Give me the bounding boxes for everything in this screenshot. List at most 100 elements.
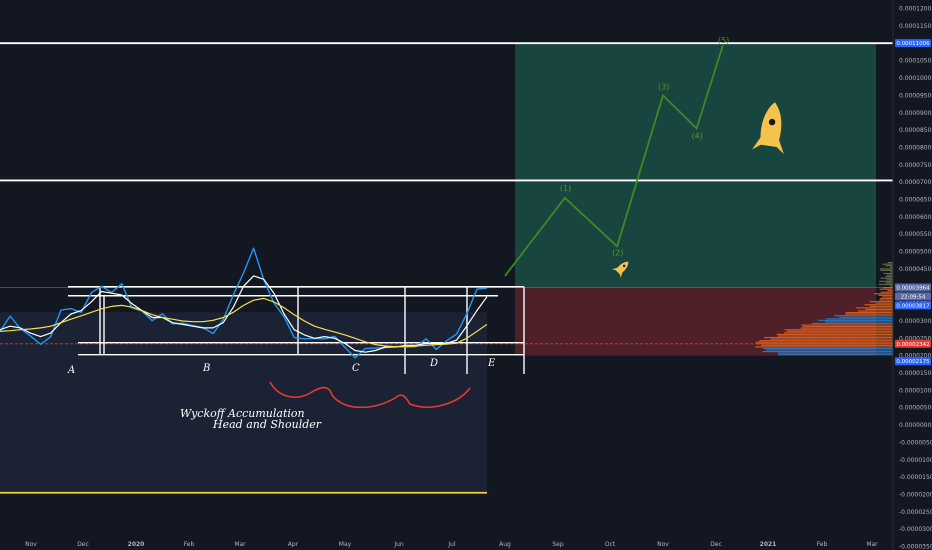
price-tick-label: 0.00008000 xyxy=(899,144,932,151)
phase-label-a: A xyxy=(67,365,75,376)
price-tick-label: 0.00004500 xyxy=(899,266,932,273)
time-tick-label: Sep xyxy=(552,541,564,548)
wave-label-4: (4) xyxy=(692,131,703,140)
profile-bar xyxy=(801,328,893,329)
profile-bar xyxy=(856,307,893,308)
profile-bar xyxy=(787,331,893,332)
profile-bar xyxy=(766,349,893,350)
profile-bar xyxy=(818,320,893,321)
price-tick-label: 0.00006000 xyxy=(899,214,932,221)
profile-bar xyxy=(785,329,893,330)
wave-label-1: (1) xyxy=(560,184,571,193)
profile-bar xyxy=(886,282,893,283)
annotation-head-and-shoulder: Head and Shoulder xyxy=(212,418,322,431)
price-tick-label: 0.00009500 xyxy=(899,92,932,99)
profile-bar xyxy=(777,334,893,335)
profile-bar xyxy=(885,265,893,266)
profile-bar xyxy=(759,340,893,341)
profile-bar xyxy=(887,279,893,280)
phase-label-e: E xyxy=(487,358,496,369)
profile-bar xyxy=(874,293,893,294)
profile-bar xyxy=(778,353,893,354)
profile-bar xyxy=(846,312,893,313)
profile-bar xyxy=(870,306,893,307)
profile-bar xyxy=(882,264,893,265)
price-tag-label-2: 22:09:54 xyxy=(901,294,926,300)
price-tick-label: 0.00009000 xyxy=(899,110,932,117)
price-tick-label: -0.00003000 xyxy=(899,526,932,533)
phase-label-d: D xyxy=(429,358,438,369)
price-tick-label: 0.00005500 xyxy=(899,231,932,238)
profile-bar xyxy=(825,321,893,322)
price-tick-label: 0.00010500 xyxy=(899,58,932,65)
price-tick-label: -0.00003500 xyxy=(899,544,932,550)
price-tag-label-0: 0.00011006 xyxy=(896,41,930,47)
price-tick-label: 0.00012000 xyxy=(899,6,932,13)
time-tick-label: Jul xyxy=(447,541,456,548)
profile-bar xyxy=(801,324,893,325)
profile-bar xyxy=(858,310,893,311)
profile-bar xyxy=(763,351,893,352)
time-tick-label: Oct xyxy=(605,541,616,548)
profile-bar xyxy=(881,278,893,279)
profile-bar xyxy=(778,335,893,336)
price-tick-label: 0.00001000 xyxy=(899,387,932,394)
profile-bar xyxy=(834,315,893,316)
profile-bar xyxy=(880,298,893,299)
price-tick-label: 0.00000000 xyxy=(899,422,932,429)
price-tick-label: -0.00000500 xyxy=(899,439,932,446)
profile-bar xyxy=(870,301,893,302)
profile-bar xyxy=(879,281,893,282)
profile-bar xyxy=(881,292,893,293)
price-tick-label: 0.00007000 xyxy=(899,179,932,186)
phase-label-b: B xyxy=(202,363,210,374)
time-tick-label: Aug xyxy=(499,541,511,548)
profile-bar xyxy=(886,276,893,277)
profile-bar xyxy=(845,314,893,315)
profile-bar xyxy=(763,348,893,349)
profile-bar xyxy=(756,343,893,344)
target-zone xyxy=(515,43,876,287)
profile-bar xyxy=(756,342,893,343)
price-tick-label: 0.00008500 xyxy=(899,127,932,134)
profile-bar xyxy=(812,323,893,324)
profile-bar xyxy=(888,262,893,263)
price-tag-label-3: 0.00003817 xyxy=(896,303,930,309)
profile-bar xyxy=(876,303,893,304)
profile-bar xyxy=(883,273,893,274)
profile-bar xyxy=(784,332,893,333)
profile-bar xyxy=(755,346,893,347)
profile-bar xyxy=(883,287,893,288)
profile-bar xyxy=(864,304,893,305)
profile-bar xyxy=(887,290,893,291)
price-tag-label-5: 0.00002175 xyxy=(896,359,930,365)
price-tick-label: -0.00002500 xyxy=(899,509,932,516)
price-tick-label: -0.00001000 xyxy=(899,457,932,464)
time-tick-label: Feb xyxy=(817,541,828,548)
price-tick-label: 0.00006500 xyxy=(899,197,932,204)
price-tick-label: -0.00002000 xyxy=(899,491,932,498)
time-tick-label: Mar xyxy=(866,541,878,548)
profile-bar xyxy=(826,318,893,319)
profile-bar xyxy=(880,289,893,290)
time-tick-label: Jun xyxy=(393,541,404,548)
time-tick-label: Nov xyxy=(657,541,669,548)
price-tick-label: 0.00011500 xyxy=(899,23,932,30)
price-tick-label: -0.00001500 xyxy=(899,474,932,481)
profile-bar xyxy=(882,296,893,297)
time-tick-label: Mar xyxy=(234,541,246,548)
profile-bar xyxy=(762,345,893,346)
wave-label-5: (5) xyxy=(718,36,729,45)
price-tick-label: 0.00001500 xyxy=(899,370,932,377)
time-tick-label: Feb xyxy=(184,541,195,548)
profile-bar xyxy=(803,326,893,327)
time-tick-label: Nov xyxy=(25,541,37,548)
history-shade xyxy=(0,312,487,492)
price-tick-label: 0.00000500 xyxy=(899,405,932,412)
profile-bar xyxy=(778,354,893,355)
price-tag-label-4: 0.00002342 xyxy=(896,342,929,348)
profile-bar xyxy=(771,339,893,340)
wave-label-2: (2) xyxy=(612,248,623,257)
price-tick-label: 0.00010000 xyxy=(899,75,932,82)
